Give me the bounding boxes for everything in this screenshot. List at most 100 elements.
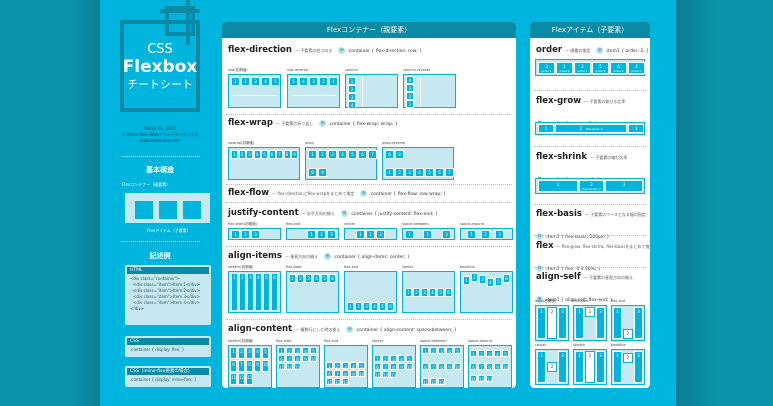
flex-item: 3 (328, 150, 337, 159)
flex-item: 5 (454, 347, 461, 354)
flex-item: 8 (438, 363, 445, 370)
flex-item: 3 (247, 273, 254, 311)
flex-item: 8 (486, 363, 493, 370)
flex-item: 4 (302, 347, 309, 354)
arrow (233, 95, 277, 96)
background-right (676, 0, 773, 406)
item-number: 2 (581, 64, 584, 69)
flex-item: 8 (246, 360, 253, 372)
example-code: 例 .container { flex-flow: row wrap; } (360, 190, 446, 197)
flex-item: 5 order:2 (592, 62, 609, 74)
flex-item: 3 (628, 124, 644, 133)
item-order: order:1 (541, 69, 552, 73)
flex-item: 6 (230, 360, 237, 372)
flex-item: 8 (342, 370, 349, 377)
item-note: flex-shrink: 2 (582, 187, 601, 191)
demo-label: flex-end (344, 265, 359, 269)
example-icon: 例 (346, 326, 354, 333)
flex-item: 4 (371, 302, 378, 311)
code-line: <div class="container"> (130, 276, 180, 281)
flex-item: 6 (387, 302, 394, 311)
flex-item: 5 (502, 350, 509, 357)
flex-item: 5 (262, 347, 269, 359)
flex-item: 13 (438, 378, 445, 385)
flex-item: 3 (438, 347, 445, 354)
flex-item: 2 (319, 77, 328, 86)
demo-label: space-between (402, 222, 429, 226)
section-desc: — 子要素の並ぶ向き (294, 48, 333, 53)
section-desc: — 垂直方向の揃え (284, 254, 319, 259)
flex-item: 3 (442, 230, 451, 239)
arrow (362, 78, 363, 106)
example-line: 例 .item1 { align-self: flex-end; } (536, 286, 613, 305)
flex-item: 6 order:2 (610, 62, 627, 74)
flex-item: 10 (310, 355, 317, 362)
item-panel: Flexアイテム（子要素） order — 順番の指定例 .item1 { orde… (528, 20, 652, 390)
example-text: .item1 { flex: 0 1 30%; } (545, 267, 601, 272)
demo-label: flex-start(初期値) (228, 222, 258, 226)
flex-item: 3 (405, 168, 414, 177)
example-text: .item1 { order: 2; } (605, 49, 650, 54)
demo-box: 3 order:1 1 order:0 2 order:1 5 order:2 6 order:2… (535, 59, 645, 76)
demo-box: 1 2 3 4 5 6 7 8 9 10 11 12 13 (372, 345, 416, 388)
item-number: 1 (544, 126, 548, 131)
flex-item: 5 (406, 355, 413, 362)
example-icon: 例 (596, 47, 604, 54)
item-number: 3 (634, 126, 638, 131)
section-divider (226, 246, 512, 247)
flex-item: 10 (358, 370, 365, 377)
demo-label: auto(初期値) (535, 299, 557, 303)
flex-item: 3 (634, 307, 643, 339)
structure-title: 基本構造 (146, 166, 174, 174)
logo-line1: CSS (147, 42, 173, 57)
flex-item: 5 (348, 150, 357, 159)
flex-item: 2 (547, 307, 557, 339)
section-title: justify-content (228, 208, 299, 218)
flex-item: 1 (348, 77, 356, 85)
flex-item: 3 (305, 274, 312, 283)
flex-item: 7 (382, 363, 389, 370)
meta-info: March 31, 2017 © Mana from Webクリエイターボックス… (100, 126, 220, 144)
flex-item: 5 (437, 288, 444, 297)
section-title: flex-shrink (536, 152, 587, 162)
flex-item: 2 (430, 347, 437, 354)
demo-label: space-around (468, 339, 492, 343)
item-number: 4 (635, 64, 638, 69)
item-number: 5 (599, 64, 602, 69)
demo-label: stretch (573, 343, 586, 347)
demo-label: space-between (420, 339, 447, 343)
flex-item: 1 (231, 273, 238, 311)
flex-item: 9 (291, 150, 298, 159)
logo-decoration (165, 6, 195, 36)
flex-item: 3 (348, 93, 356, 101)
flex-item: 3 (605, 180, 643, 192)
flex-item: 4 (254, 347, 261, 359)
flex-item: 2 (395, 168, 404, 177)
flex-item: 6 (329, 274, 336, 283)
section-divider (534, 204, 646, 205)
section-divider (226, 202, 512, 203)
item-order: order:1 (577, 69, 588, 73)
code-line: <div class="item">Item 1</div> (133, 282, 200, 287)
flex-item: 3 (421, 288, 428, 297)
flex-item: 2 (317, 230, 326, 239)
example-text: .container { flex-direction: row; } (347, 49, 423, 54)
flex-item: 12 (430, 378, 437, 385)
section-header: justify-content — 水平方向の揃え例 .container { ju… (228, 208, 438, 218)
flex-item: 5 (379, 302, 386, 311)
flex-item: 12 (382, 371, 389, 378)
flex-item: 4 order:3 (628, 62, 645, 74)
flex-item: 2 flex-grow: 2 (555, 124, 627, 133)
demo-box: 1 2 3 4 5 6 7 8 9 10 11 12 13 (420, 345, 464, 388)
site-link[interactable]: webcreatorbox.com (140, 138, 180, 143)
section-desc: — 子要素の縮む比率 (590, 155, 628, 160)
demo-label: baseline (611, 343, 626, 347)
section-title: align-content (228, 324, 293, 334)
flex-item: 1 (613, 351, 622, 383)
html-code-box: HTML <div class="container"> <div class=… (125, 265, 211, 325)
